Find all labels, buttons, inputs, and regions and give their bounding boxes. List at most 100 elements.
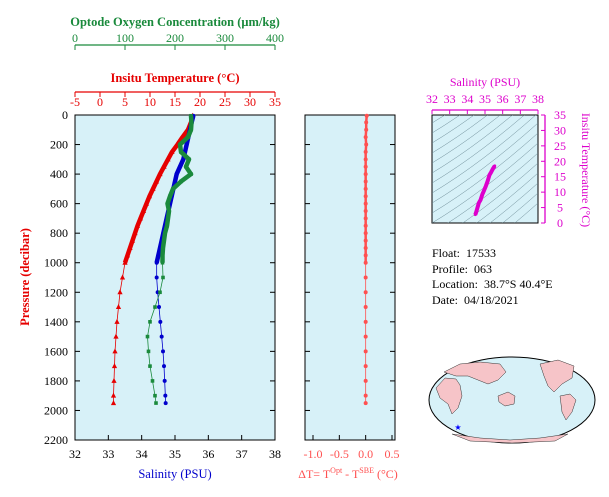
pressure-tick-label: 2200 (44, 433, 68, 447)
dt-tick-label: 0.0 (358, 447, 373, 461)
temp-tick-label: -5 (70, 95, 80, 109)
ts-point (484, 184, 488, 188)
float-info-block: Float: 17533 Profile: 063 Location: 38.7… (432, 246, 553, 308)
ts-point (487, 173, 491, 177)
salinity-point (154, 260, 159, 265)
dt-point (363, 164, 368, 169)
ts-point (489, 170, 493, 174)
oxygen-tick-label: 100 (116, 31, 134, 45)
insitu-point (117, 289, 123, 295)
location-row: Location: 38.7°S 40.4°E (432, 277, 553, 293)
ts-density-contour (432, 132, 538, 214)
optode-point (178, 142, 182, 147)
ts-right-tick-label: 5 (557, 201, 563, 215)
insitu-point (127, 244, 133, 250)
salinity-point (158, 319, 163, 324)
profile-value: 063 (474, 261, 492, 276)
date-label: Date: (432, 292, 458, 307)
dt-point (363, 378, 368, 383)
ts-top-tick-label: 34 (461, 92, 473, 106)
temp-tick-label: 35 (269, 95, 281, 109)
insitu-point (129, 237, 136, 243)
insitu-point (113, 333, 119, 339)
salinity-tick-label: 37 (236, 447, 248, 461)
dt-point (363, 135, 368, 140)
optode-point (160, 260, 165, 265)
temp-tick-label: 25 (219, 95, 231, 109)
dt-point (363, 149, 368, 154)
map-land-australia (497, 391, 516, 407)
salinity-tick-label: 33 (102, 447, 114, 461)
temp-tick-label: 10 (144, 95, 156, 109)
optode-point (146, 349, 151, 354)
salinity-tick-label: 38 (269, 447, 281, 461)
pressure-tick-label: 400 (50, 167, 68, 181)
ts-top-tick-label: 38 (532, 92, 544, 106)
optode-point (161, 275, 165, 280)
optode-point (184, 164, 188, 169)
dt-point (363, 209, 368, 214)
ts-point (474, 210, 478, 214)
pressure-tick-label: 0 (62, 108, 68, 122)
oxygen-tick-label: 300 (216, 31, 234, 45)
insitu-point (140, 208, 147, 214)
dt-point (363, 275, 368, 280)
ts-right-tick-label: 25 (554, 139, 566, 153)
ts-density-contour (432, 122, 538, 204)
insitu-point (111, 377, 117, 383)
temp-tick-label: 5 (122, 95, 128, 109)
ts-density-contour (476, 172, 538, 223)
dt-tick-label: 0.5 (385, 447, 400, 461)
ts-point (491, 167, 495, 171)
ts-top-tick-label: 35 (479, 92, 491, 106)
map-land-south-america (559, 393, 577, 421)
dt-point (363, 401, 368, 406)
profile-label: Profile: (432, 261, 468, 276)
optode-point (189, 113, 193, 118)
insitu-point (110, 392, 117, 398)
ts-density-contour (502, 192, 538, 223)
pressure-tick-label: 2000 (44, 403, 68, 417)
ts-density-contour (432, 115, 525, 184)
ts-top-tick-label: 32 (426, 92, 438, 106)
dt-point (363, 334, 368, 339)
map-land-eurasia (443, 361, 507, 385)
ts-point (477, 201, 481, 205)
dt-point (363, 186, 368, 191)
salinity-point (178, 164, 182, 169)
ts-density-contour (432, 115, 501, 164)
temp-tick-label: 15 (169, 95, 181, 109)
float-location-marker: ★ (454, 423, 461, 432)
dt-point (363, 238, 368, 243)
salinity-point (154, 275, 159, 280)
dt-point (363, 194, 368, 199)
temp-tick-label: 20 (194, 95, 206, 109)
location-label: Location: (432, 277, 478, 291)
temp-tick-label: 30 (244, 95, 256, 109)
ts-density-contour (489, 182, 538, 223)
optode-point (189, 127, 193, 132)
ts-density-contour (432, 115, 537, 194)
pressure-axis-label: Pressure (decibar) (18, 228, 32, 326)
optode-point (168, 194, 172, 199)
insitu-point (146, 193, 153, 199)
salinity-point (156, 253, 161, 258)
dt-point (363, 393, 368, 398)
insitu-point (132, 230, 138, 236)
insitu-point (153, 178, 160, 184)
insitu-point (115, 304, 122, 310)
pressure-tick-label: 200 (50, 138, 68, 152)
insitu-point (114, 318, 120, 324)
insitu-point (161, 163, 167, 169)
salinity-point (184, 142, 189, 147)
ts-density-contour (432, 115, 475, 144)
ts-point (476, 204, 480, 208)
ts-top-axis-label: Salinity (PSU) (450, 75, 520, 89)
dt-point (363, 253, 368, 258)
float-label: Float: (432, 246, 461, 260)
dt-point (363, 216, 368, 221)
dt-point (364, 127, 369, 132)
salinity-point (173, 179, 177, 184)
ts-density-contour (432, 115, 446, 124)
map-land-antarctica (451, 433, 569, 444)
